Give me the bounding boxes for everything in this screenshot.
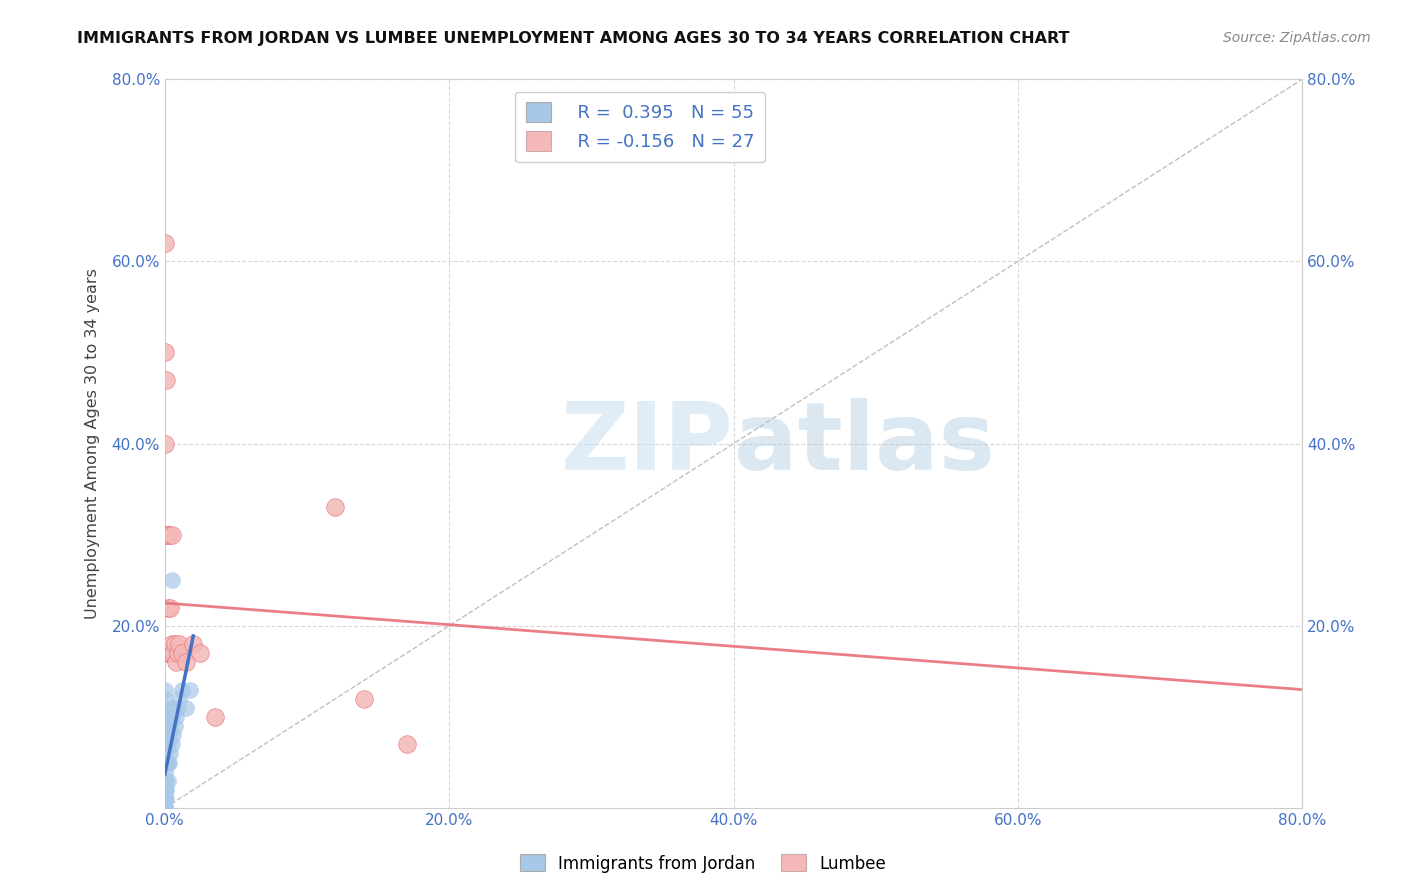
Legend: Immigrants from Jordan, Lumbee: Immigrants from Jordan, Lumbee bbox=[513, 847, 893, 880]
Point bbox=[156, 527, 179, 541]
Point bbox=[155, 782, 177, 797]
Point bbox=[170, 646, 193, 660]
Point bbox=[167, 637, 190, 651]
Point bbox=[156, 719, 179, 733]
Text: Source: ZipAtlas.com: Source: ZipAtlas.com bbox=[1223, 31, 1371, 45]
Text: atlas: atlas bbox=[734, 398, 994, 490]
Point bbox=[153, 737, 176, 751]
Point bbox=[153, 756, 176, 770]
Point bbox=[155, 756, 177, 770]
Text: IMMIGRANTS FROM JORDAN VS LUMBEE UNEMPLOYMENT AMONG AGES 30 TO 34 YEARS CORRELAT: IMMIGRANTS FROM JORDAN VS LUMBEE UNEMPLO… bbox=[77, 31, 1070, 46]
Point bbox=[159, 747, 181, 761]
Point bbox=[153, 764, 176, 779]
Point bbox=[156, 756, 179, 770]
Point bbox=[166, 646, 188, 660]
Point bbox=[165, 710, 187, 724]
Point bbox=[153, 436, 176, 450]
Point bbox=[204, 710, 226, 724]
Point bbox=[153, 801, 176, 815]
Point bbox=[153, 782, 176, 797]
Point bbox=[153, 801, 176, 815]
Point bbox=[163, 637, 186, 651]
Point bbox=[156, 600, 179, 615]
Point bbox=[162, 728, 184, 742]
Point bbox=[155, 773, 177, 788]
Point bbox=[157, 756, 180, 770]
Point bbox=[153, 792, 176, 806]
Point bbox=[153, 801, 176, 815]
Point bbox=[157, 646, 180, 660]
Point bbox=[170, 682, 193, 697]
Point bbox=[155, 737, 177, 751]
Point bbox=[153, 646, 176, 660]
Point bbox=[155, 527, 177, 541]
Point bbox=[160, 637, 183, 651]
Point bbox=[153, 801, 176, 815]
Point bbox=[153, 801, 176, 815]
Point bbox=[181, 637, 204, 651]
Point bbox=[156, 737, 179, 751]
Point bbox=[153, 792, 176, 806]
Point bbox=[160, 737, 183, 751]
Point bbox=[162, 701, 184, 715]
Point bbox=[159, 719, 181, 733]
Point bbox=[153, 747, 176, 761]
Point bbox=[167, 691, 190, 706]
Point bbox=[153, 682, 176, 697]
Point bbox=[153, 801, 176, 815]
Point bbox=[153, 801, 176, 815]
Point bbox=[155, 373, 177, 387]
Point bbox=[159, 600, 181, 615]
Point bbox=[166, 701, 188, 715]
Point bbox=[153, 719, 176, 733]
Point bbox=[395, 737, 418, 751]
Point bbox=[153, 710, 176, 724]
Point bbox=[174, 655, 197, 669]
Point bbox=[153, 782, 176, 797]
Point bbox=[157, 527, 180, 541]
Point bbox=[153, 801, 176, 815]
Point bbox=[160, 710, 183, 724]
Point bbox=[153, 345, 176, 359]
Point bbox=[163, 719, 186, 733]
Point bbox=[325, 500, 347, 515]
Point bbox=[153, 801, 176, 815]
Point bbox=[179, 682, 201, 697]
Legend:   R =  0.395   N = 55,   R = -0.156   N = 27: R = 0.395 N = 55, R = -0.156 N = 27 bbox=[515, 92, 765, 162]
Point bbox=[153, 801, 176, 815]
Point bbox=[153, 235, 176, 250]
Point bbox=[153, 801, 176, 815]
Point bbox=[165, 655, 187, 669]
Point bbox=[188, 646, 211, 660]
Point bbox=[153, 691, 176, 706]
Point bbox=[153, 701, 176, 715]
Point bbox=[157, 728, 180, 742]
Point bbox=[155, 792, 177, 806]
Point bbox=[153, 801, 176, 815]
Point bbox=[153, 801, 176, 815]
Point bbox=[153, 801, 176, 815]
Point bbox=[174, 701, 197, 715]
Y-axis label: Unemployment Among Ages 30 to 34 years: Unemployment Among Ages 30 to 34 years bbox=[86, 268, 100, 619]
Point bbox=[153, 801, 176, 815]
Point bbox=[159, 646, 181, 660]
Point bbox=[153, 728, 176, 742]
Text: ZIP: ZIP bbox=[561, 398, 734, 490]
Point bbox=[162, 646, 184, 660]
Point bbox=[160, 527, 183, 541]
Point bbox=[153, 773, 176, 788]
Point bbox=[156, 773, 179, 788]
Point bbox=[353, 691, 375, 706]
Point bbox=[160, 573, 183, 587]
